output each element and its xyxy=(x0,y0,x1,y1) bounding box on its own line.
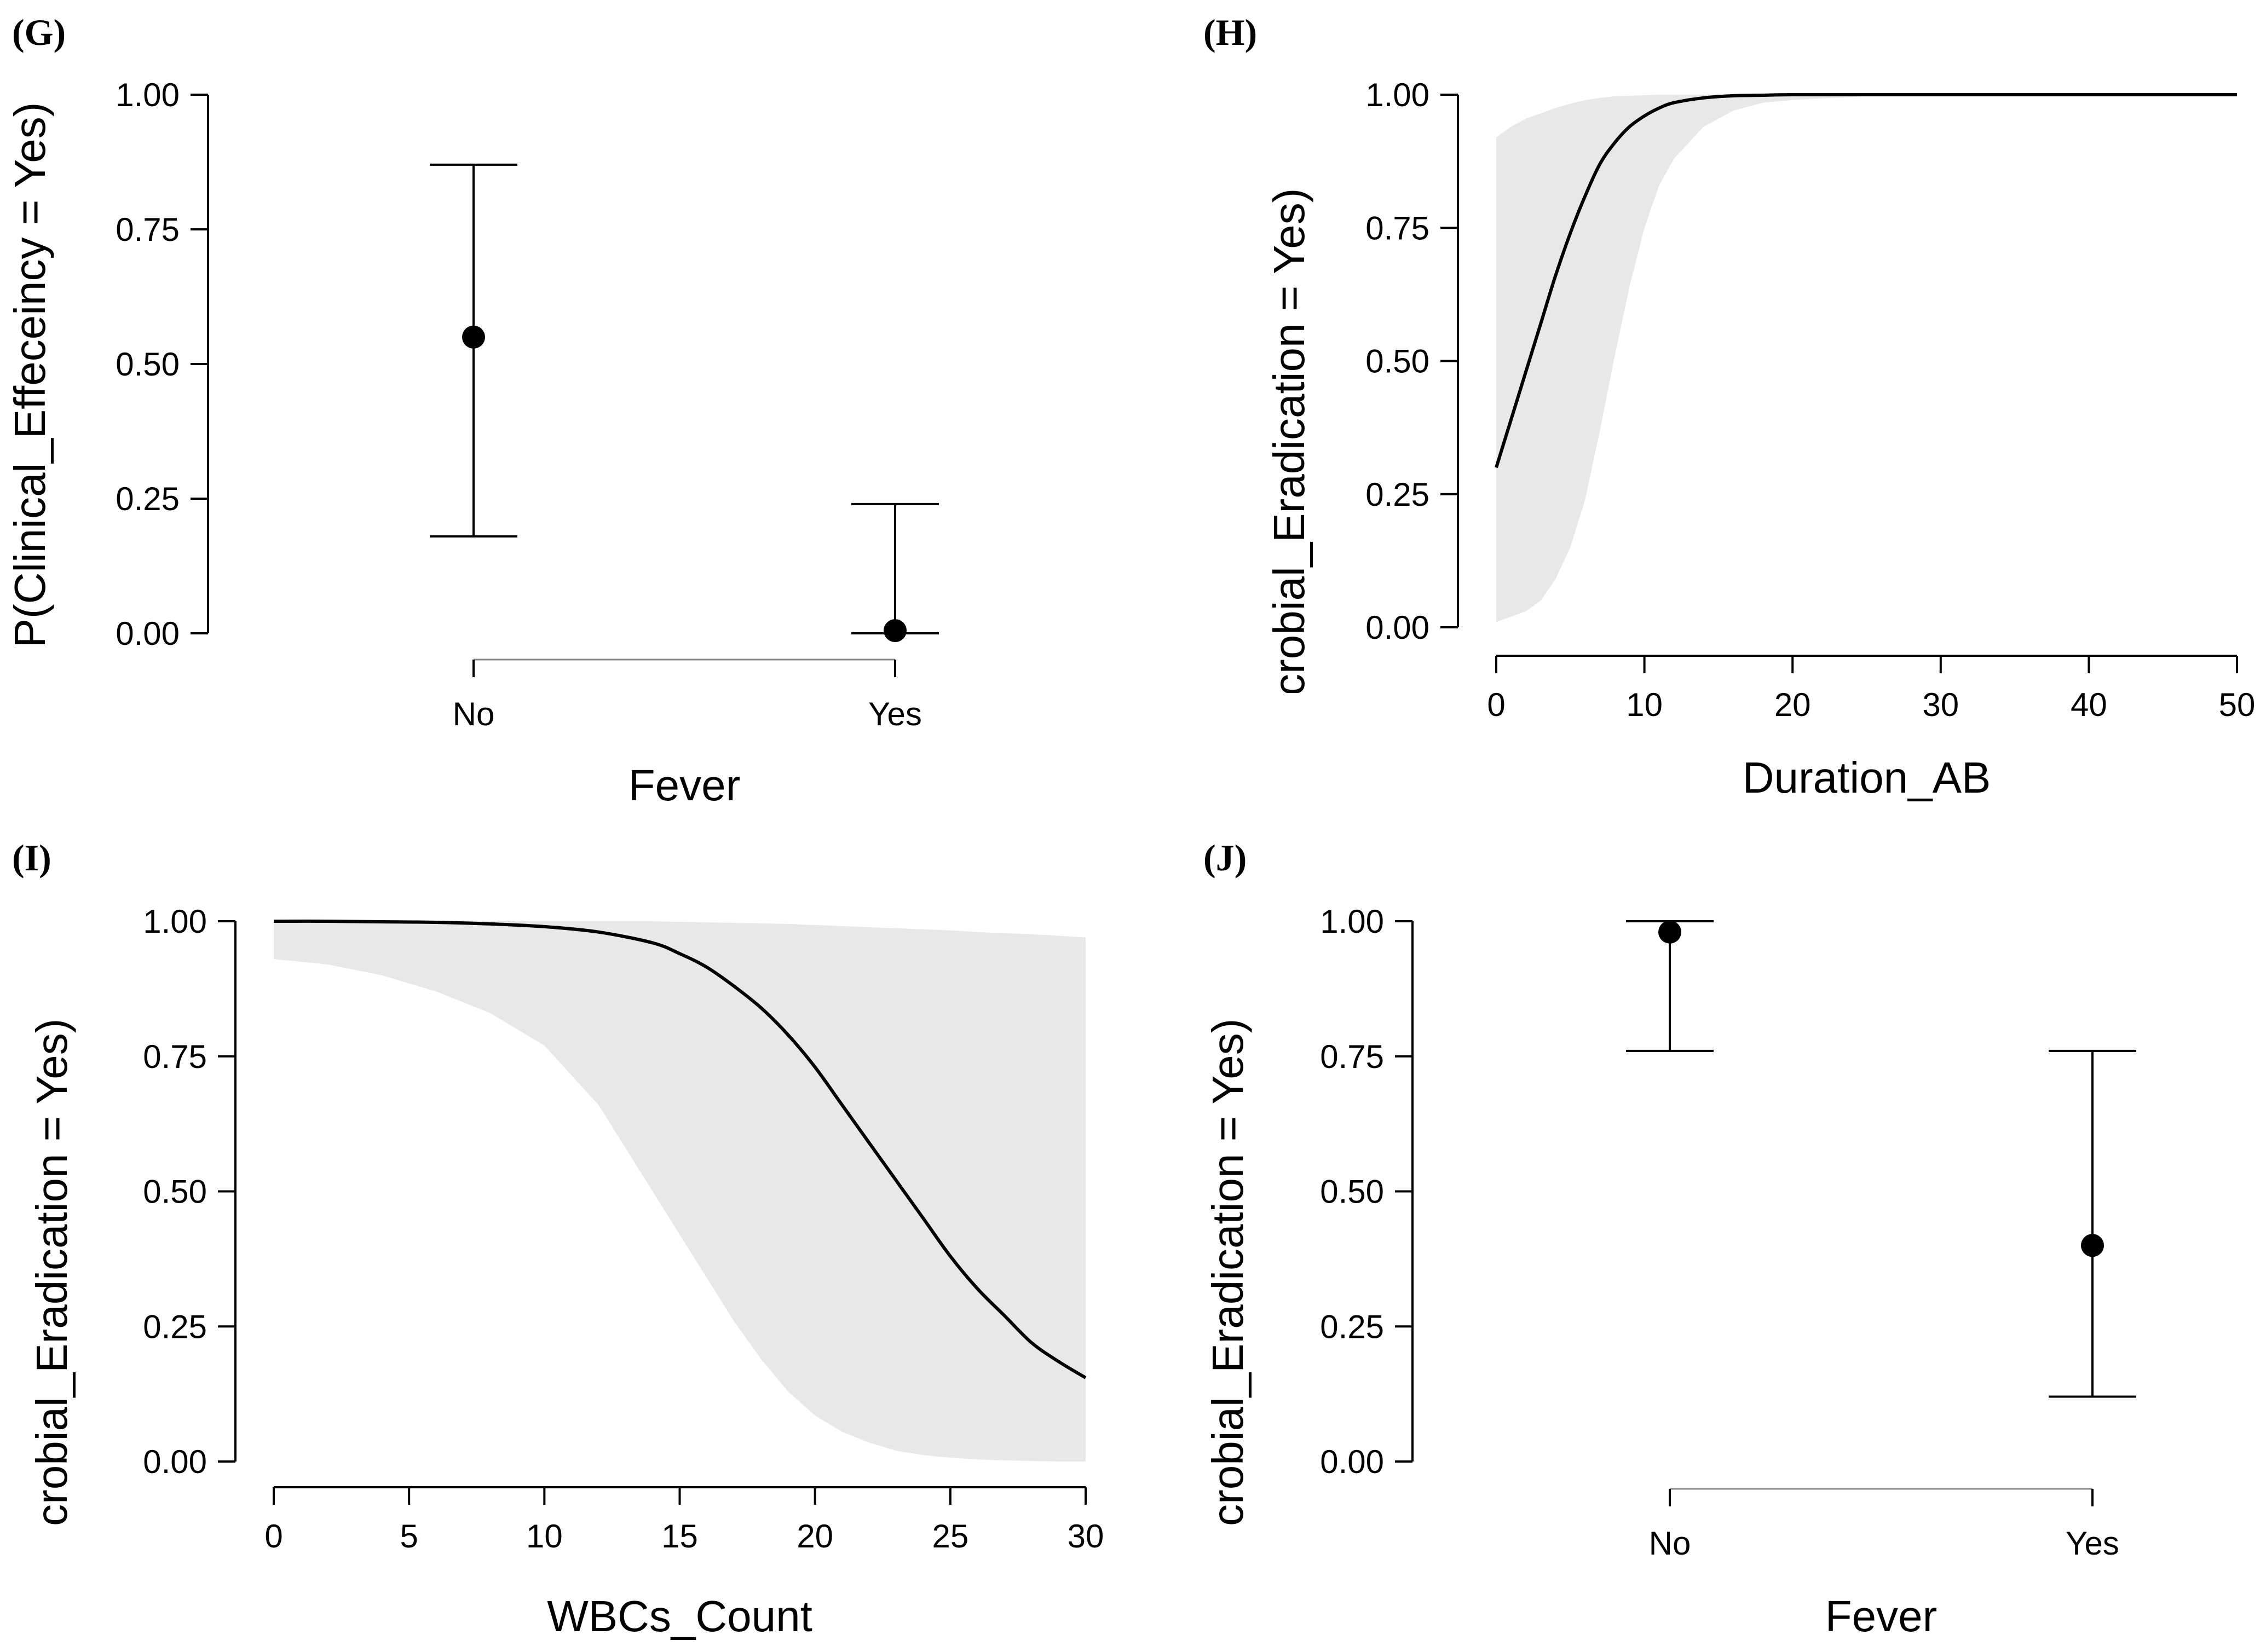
y-tick-label: 0.50 xyxy=(116,346,180,383)
x-tick-label: 20 xyxy=(797,1518,833,1555)
y-tick-label: 0.75 xyxy=(116,211,180,248)
y-tick-label: 0.25 xyxy=(143,1308,207,1345)
x-axis-title: WBCs_Count xyxy=(547,1592,812,1641)
x-tick-label: 5 xyxy=(400,1518,418,1555)
y-tick-label: 0.75 xyxy=(143,1038,207,1075)
x-tick-label: No xyxy=(1649,1525,1691,1562)
estimate-line xyxy=(1495,93,2237,468)
x-tick-label: 0 xyxy=(264,1518,282,1555)
x-axis-title: Fever xyxy=(629,761,741,810)
panel-label: (H) xyxy=(1203,11,1257,53)
y-tick-label: 0.00 xyxy=(1320,1443,1384,1480)
y-tick-label: 0.00 xyxy=(143,1443,207,1480)
y-tick-label: 0.50 xyxy=(1320,1174,1384,1210)
y-tick-label: 0.00 xyxy=(116,615,180,652)
x-tick-label: 0 xyxy=(1487,686,1505,723)
x-tick-label: 10 xyxy=(526,1518,563,1555)
y-tick-label: 1.00 xyxy=(116,77,180,113)
chart-panel-h: (H) 0.00 0.25 0.50 0.75 1.00 P(Microbial_Eradi… xyxy=(1203,11,2255,802)
x-tick-label: No xyxy=(453,696,495,732)
y-tick-label: 1.00 xyxy=(1365,77,1429,113)
y-tick-label: 0.50 xyxy=(1365,343,1429,380)
panel-label: (G) xyxy=(12,11,66,53)
x-tick-label: 50 xyxy=(2219,686,2256,723)
y-axis-title-clip: P(Microbial_Eradication = Yes) xyxy=(27,1019,76,1616)
data-point xyxy=(884,619,907,643)
chart-panel-j: (J) 0.00 0.25 0.50 0.75 1.00 P(Microbial_Eradi… xyxy=(1203,837,2136,1641)
x-axis-title: Fever xyxy=(1825,1592,1938,1641)
chart-panel-g: (G) 0.00 0.25 0.50 0.75 1.00 P(Clinical_Effece… xyxy=(5,11,939,810)
data-point xyxy=(1658,920,1681,944)
x-tick-label: 30 xyxy=(1922,686,1959,723)
y-tick-label: 0.25 xyxy=(1320,1308,1384,1345)
credible-band xyxy=(1496,95,2237,622)
chart-panel-i: (I) 0.00 0.25 0.50 0.75 1.00 P(Microbial_Eradi… xyxy=(12,837,1104,1641)
y-tick-label: 1.00 xyxy=(143,903,207,940)
x-tick-label: 20 xyxy=(1774,686,1811,723)
x-tick-label: 40 xyxy=(2071,686,2107,723)
x-tick-label: Yes xyxy=(868,696,922,732)
y-tick-label: 0.00 xyxy=(1365,609,1429,646)
panel-label: (J) xyxy=(1203,837,1247,879)
y-axis-title: P(Microbial_Eradication = Yes) xyxy=(27,1019,76,1616)
panel-label: (I) xyxy=(12,837,51,879)
y-axis-title: P(Microbial_Eradication = Yes) xyxy=(1265,188,1313,786)
y-axis-title-clip: P(Microbial_Eradication = Yes) xyxy=(1203,1019,1252,1616)
data-point xyxy=(2081,1234,2104,1257)
x-tick-label: Yes xyxy=(2066,1525,2119,1562)
y-tick-label: 0.75 xyxy=(1320,1038,1384,1075)
y-axis-title: P(Microbial_Eradication = Yes) xyxy=(1203,1019,1252,1616)
x-tick-label: 30 xyxy=(1068,1518,1104,1555)
data-point xyxy=(462,325,485,349)
y-tick-label: 0.25 xyxy=(116,481,180,517)
x-tick-label: 15 xyxy=(661,1518,698,1555)
y-tick-label: 0.50 xyxy=(143,1174,207,1210)
y-axis-title: P(Clinical_Effeceincy = Yes) xyxy=(5,102,54,648)
credible-band xyxy=(274,921,1086,1462)
y-axis-title-clip: P(Microbial_Eradication = Yes) xyxy=(1265,188,1313,786)
x-axis-title: Duration_AB xyxy=(1743,753,1991,802)
y-tick-label: 0.75 xyxy=(1365,210,1429,246)
x-tick-label: 10 xyxy=(1626,686,1663,723)
x-tick-label: 25 xyxy=(932,1518,968,1555)
y-tick-label: 0.25 xyxy=(1365,476,1429,513)
estimate-line xyxy=(273,919,1087,1379)
y-tick-label: 1.00 xyxy=(1320,903,1384,940)
